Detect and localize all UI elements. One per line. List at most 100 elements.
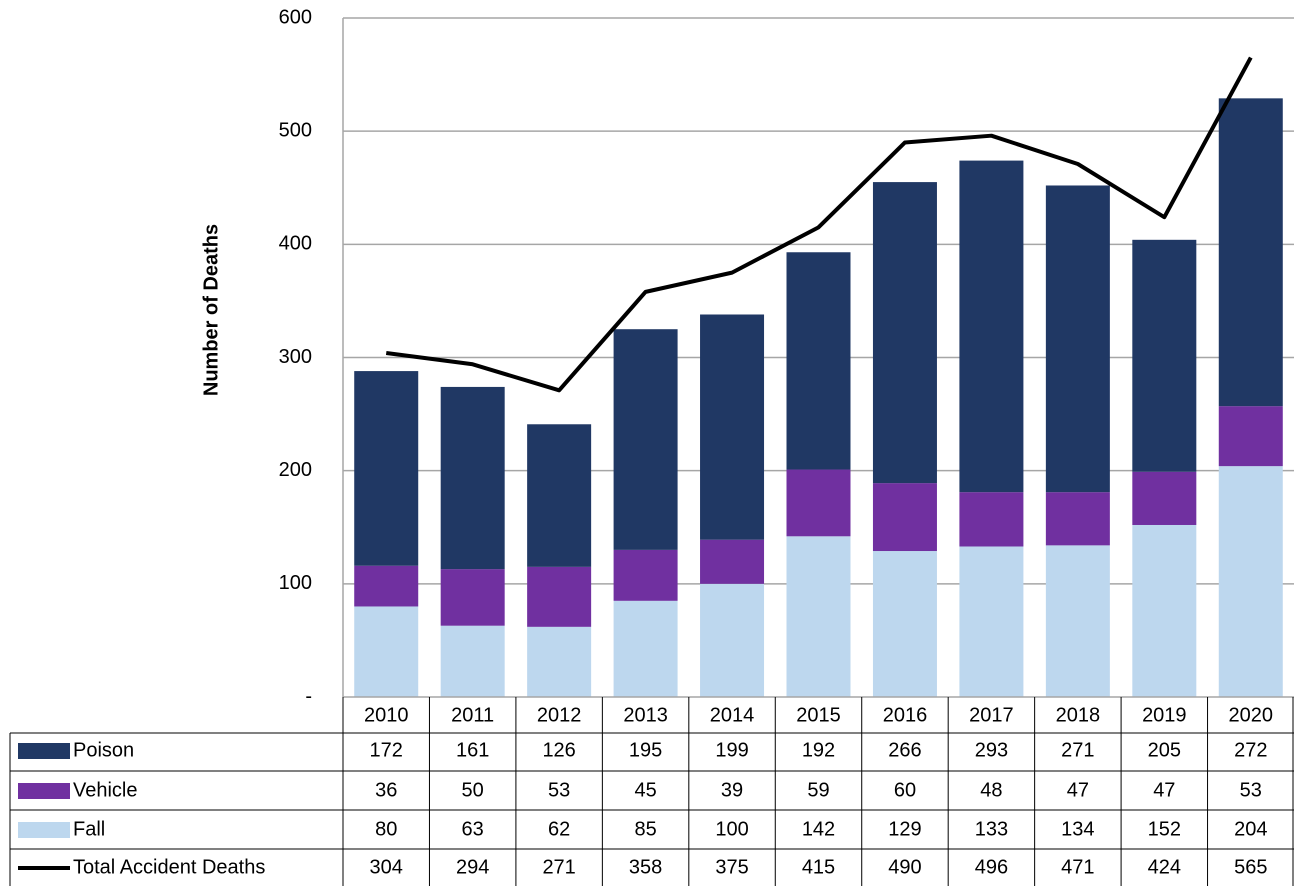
bar-segment bbox=[786, 252, 851, 470]
table-value: 60 bbox=[894, 779, 916, 801]
x-tick-label: 2018 bbox=[1056, 704, 1101, 726]
bar-segment bbox=[959, 492, 1024, 547]
bar-segment bbox=[1132, 524, 1197, 697]
bar-segment bbox=[1132, 239, 1197, 472]
legend-label: Fall bbox=[73, 818, 105, 840]
legend-label: Total Accident Deaths bbox=[73, 856, 265, 878]
y-tick-label: - bbox=[305, 685, 312, 707]
table-value: 266 bbox=[888, 739, 921, 761]
legend-key bbox=[18, 822, 70, 838]
x-tick-label: 2016 bbox=[883, 704, 928, 726]
x-tick-label: 2013 bbox=[623, 704, 668, 726]
x-tick-label: 2017 bbox=[969, 704, 1014, 726]
table-value: 294 bbox=[456, 856, 489, 878]
bar-segment bbox=[527, 566, 592, 627]
bar-segment bbox=[613, 329, 678, 550]
bar-segment bbox=[1218, 406, 1283, 467]
bar-segment bbox=[1218, 98, 1283, 407]
table-value: 271 bbox=[1061, 739, 1094, 761]
table-value: 565 bbox=[1234, 856, 1267, 878]
legend-label: Poison bbox=[73, 739, 134, 761]
bar-segment bbox=[700, 583, 765, 697]
table-value: 199 bbox=[715, 739, 748, 761]
bar-segment bbox=[440, 625, 505, 697]
table-value: 424 bbox=[1148, 856, 1181, 878]
table-value: 496 bbox=[975, 856, 1008, 878]
bar-segment bbox=[872, 483, 937, 552]
x-tick-label: 2019 bbox=[1142, 704, 1187, 726]
table-value: 471 bbox=[1061, 856, 1094, 878]
x-tick-label: 2011 bbox=[451, 704, 494, 726]
y-tick-label: 100 bbox=[279, 572, 312, 594]
bar-segment bbox=[354, 371, 419, 566]
bar-segment bbox=[1045, 185, 1110, 493]
table-value: 129 bbox=[888, 818, 921, 840]
bar-segment bbox=[1045, 545, 1110, 697]
legend-key bbox=[18, 743, 70, 759]
bar-segment bbox=[872, 182, 937, 484]
y-tick-label: 400 bbox=[279, 233, 312, 255]
table-value: 47 bbox=[1153, 779, 1175, 801]
table-value: 50 bbox=[462, 779, 484, 801]
bar-segment bbox=[786, 536, 851, 697]
table-value: 172 bbox=[370, 739, 403, 761]
line bbox=[385, 56, 1253, 393]
table-value: 204 bbox=[1234, 818, 1267, 840]
bar-segment bbox=[959, 160, 1024, 493]
table-value: 195 bbox=[629, 739, 662, 761]
table-value: 47 bbox=[1067, 779, 1089, 801]
table-value: 85 bbox=[634, 818, 656, 840]
table-value: 192 bbox=[802, 739, 835, 761]
x-tick-label: 2010 bbox=[364, 704, 409, 726]
bar-segment bbox=[959, 546, 1024, 697]
table-value: 205 bbox=[1148, 739, 1181, 761]
bar-segment bbox=[1045, 492, 1110, 546]
table-value: 62 bbox=[548, 818, 570, 840]
table-value: 358 bbox=[629, 856, 662, 878]
x-tick-label: 2014 bbox=[710, 704, 755, 726]
bar-segment bbox=[1218, 466, 1283, 697]
bar-segment bbox=[440, 569, 505, 626]
table-value: 100 bbox=[715, 818, 748, 840]
table-value: 161 bbox=[456, 739, 489, 761]
y-tick-label: 200 bbox=[279, 459, 312, 481]
table-value: 304 bbox=[370, 856, 403, 878]
bar-segment bbox=[700, 539, 765, 584]
bar-segment bbox=[613, 600, 678, 697]
bar-segment bbox=[872, 551, 937, 697]
bar-segment bbox=[613, 549, 678, 601]
table-value: 133 bbox=[975, 818, 1008, 840]
table-value: 134 bbox=[1061, 818, 1094, 840]
bar-segment bbox=[786, 469, 851, 537]
y-tick-label: 500 bbox=[279, 119, 312, 141]
x-tick-label: 2012 bbox=[537, 704, 582, 726]
table-value: 415 bbox=[802, 856, 835, 878]
legend-label: Vehicle bbox=[73, 779, 138, 801]
table-value: 375 bbox=[715, 856, 748, 878]
bar-segment bbox=[1132, 471, 1197, 525]
table-value: 490 bbox=[888, 856, 921, 878]
bar-segment bbox=[354, 606, 419, 697]
table-value: 53 bbox=[548, 779, 570, 801]
table-value: 142 bbox=[802, 818, 835, 840]
table-value: 126 bbox=[542, 739, 575, 761]
bar-segment bbox=[440, 386, 505, 570]
bar-segment bbox=[354, 565, 419, 607]
table-value: 48 bbox=[980, 779, 1002, 801]
table-value: 45 bbox=[634, 779, 656, 801]
table-value: 272 bbox=[1234, 739, 1267, 761]
y-tick-label: 300 bbox=[279, 346, 312, 368]
table-value: 53 bbox=[1240, 779, 1262, 801]
x-tick-label: 2020 bbox=[1229, 704, 1274, 726]
table-value: 271 bbox=[542, 856, 575, 878]
table-value: 59 bbox=[807, 779, 829, 801]
table-value: 36 bbox=[375, 779, 397, 801]
table-value: 80 bbox=[375, 818, 397, 840]
y-tick-label: 600 bbox=[279, 6, 312, 28]
table-value: 39 bbox=[721, 779, 743, 801]
table-value: 152 bbox=[1148, 818, 1181, 840]
bar-segment bbox=[527, 424, 592, 567]
table-value: 63 bbox=[462, 818, 484, 840]
legend-key bbox=[18, 783, 70, 799]
